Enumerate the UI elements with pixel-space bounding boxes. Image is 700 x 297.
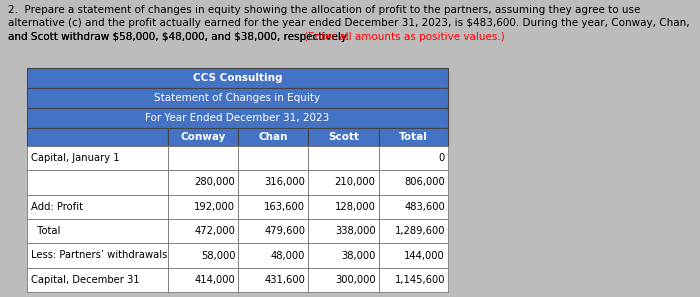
Text: and Scott withdraw $58,000, $48,000, and $38,000, respectively.: and Scott withdraw $58,000, $48,000, and… — [8, 32, 352, 42]
Bar — [379, 146, 448, 170]
Bar — [27, 68, 448, 88]
Bar — [168, 170, 238, 195]
Bar — [308, 146, 379, 170]
Bar — [238, 170, 308, 195]
Bar — [168, 268, 238, 292]
Bar — [379, 195, 448, 219]
Bar — [379, 243, 448, 268]
Text: 338,000: 338,000 — [335, 226, 375, 236]
Text: 472,000: 472,000 — [195, 226, 235, 236]
Text: and Scott withdraw $58,000, $48,000, and $38,000, respectively.: and Scott withdraw $58,000, $48,000, and… — [8, 32, 352, 42]
Bar — [27, 243, 168, 268]
Bar — [27, 128, 168, 146]
Text: Scott: Scott — [328, 132, 359, 142]
Text: 1,145,600: 1,145,600 — [395, 275, 445, 285]
Bar — [27, 268, 168, 292]
Text: (Enter all amounts as positive values.): (Enter all amounts as positive values.) — [304, 32, 505, 42]
Text: Less: Partners’ withdrawals: Less: Partners’ withdrawals — [31, 250, 167, 260]
Text: 479,600: 479,600 — [264, 226, 305, 236]
Bar — [308, 219, 379, 243]
Bar — [379, 268, 448, 292]
Bar — [168, 128, 238, 146]
Text: 38,000: 38,000 — [341, 250, 375, 260]
Text: Conway: Conway — [181, 132, 226, 142]
Bar — [27, 108, 448, 128]
Text: Statement of Changes in Equity: Statement of Changes in Equity — [155, 93, 321, 103]
Bar — [379, 219, 448, 243]
Text: 210,000: 210,000 — [335, 178, 375, 187]
Text: 0: 0 — [439, 153, 445, 163]
Text: Total: Total — [399, 132, 428, 142]
Bar — [27, 195, 168, 219]
Bar — [238, 268, 308, 292]
Bar — [379, 170, 448, 195]
Bar — [238, 128, 308, 146]
Text: Capital, January 1: Capital, January 1 — [31, 153, 120, 163]
Bar — [168, 219, 238, 243]
Text: 483,600: 483,600 — [405, 202, 445, 212]
Bar — [168, 243, 238, 268]
Bar — [168, 195, 238, 219]
Text: 280,000: 280,000 — [195, 178, 235, 187]
Text: 300,000: 300,000 — [335, 275, 375, 285]
Text: 414,000: 414,000 — [195, 275, 235, 285]
Text: For Year Ended December 31, 2023: For Year Ended December 31, 2023 — [146, 113, 330, 123]
Text: 163,600: 163,600 — [264, 202, 305, 212]
Text: 48,000: 48,000 — [271, 250, 305, 260]
Text: 128,000: 128,000 — [335, 202, 375, 212]
Text: 316,000: 316,000 — [265, 178, 305, 187]
Text: 192,000: 192,000 — [195, 202, 235, 212]
Text: 431,600: 431,600 — [265, 275, 305, 285]
Text: 144,000: 144,000 — [405, 250, 445, 260]
Bar — [168, 146, 238, 170]
Text: 58,000: 58,000 — [201, 250, 235, 260]
Text: 806,000: 806,000 — [405, 178, 445, 187]
Bar — [308, 195, 379, 219]
Bar — [238, 219, 308, 243]
Bar — [238, 146, 308, 170]
Bar — [308, 268, 379, 292]
Text: 2.  Prepare a statement of changes in equity showing the allocation of profit to: 2. Prepare a statement of changes in equ… — [8, 5, 641, 15]
Bar — [238, 243, 308, 268]
Bar — [379, 128, 448, 146]
Bar — [27, 219, 168, 243]
Bar — [27, 170, 168, 195]
Text: Capital, December 31: Capital, December 31 — [31, 275, 139, 285]
Text: Total: Total — [31, 226, 60, 236]
Text: CCS Consulting: CCS Consulting — [193, 73, 282, 83]
Bar — [238, 195, 308, 219]
Bar — [308, 128, 379, 146]
Bar — [27, 88, 448, 108]
Bar — [308, 243, 379, 268]
Text: Chan: Chan — [258, 132, 288, 142]
Bar — [27, 146, 168, 170]
Text: alternative (c) and the profit actually earned for the year ended December 31, 2: alternative (c) and the profit actually … — [8, 18, 690, 29]
Bar — [308, 170, 379, 195]
Text: Add: Profit: Add: Profit — [31, 202, 83, 212]
Text: 1,289,600: 1,289,600 — [395, 226, 445, 236]
